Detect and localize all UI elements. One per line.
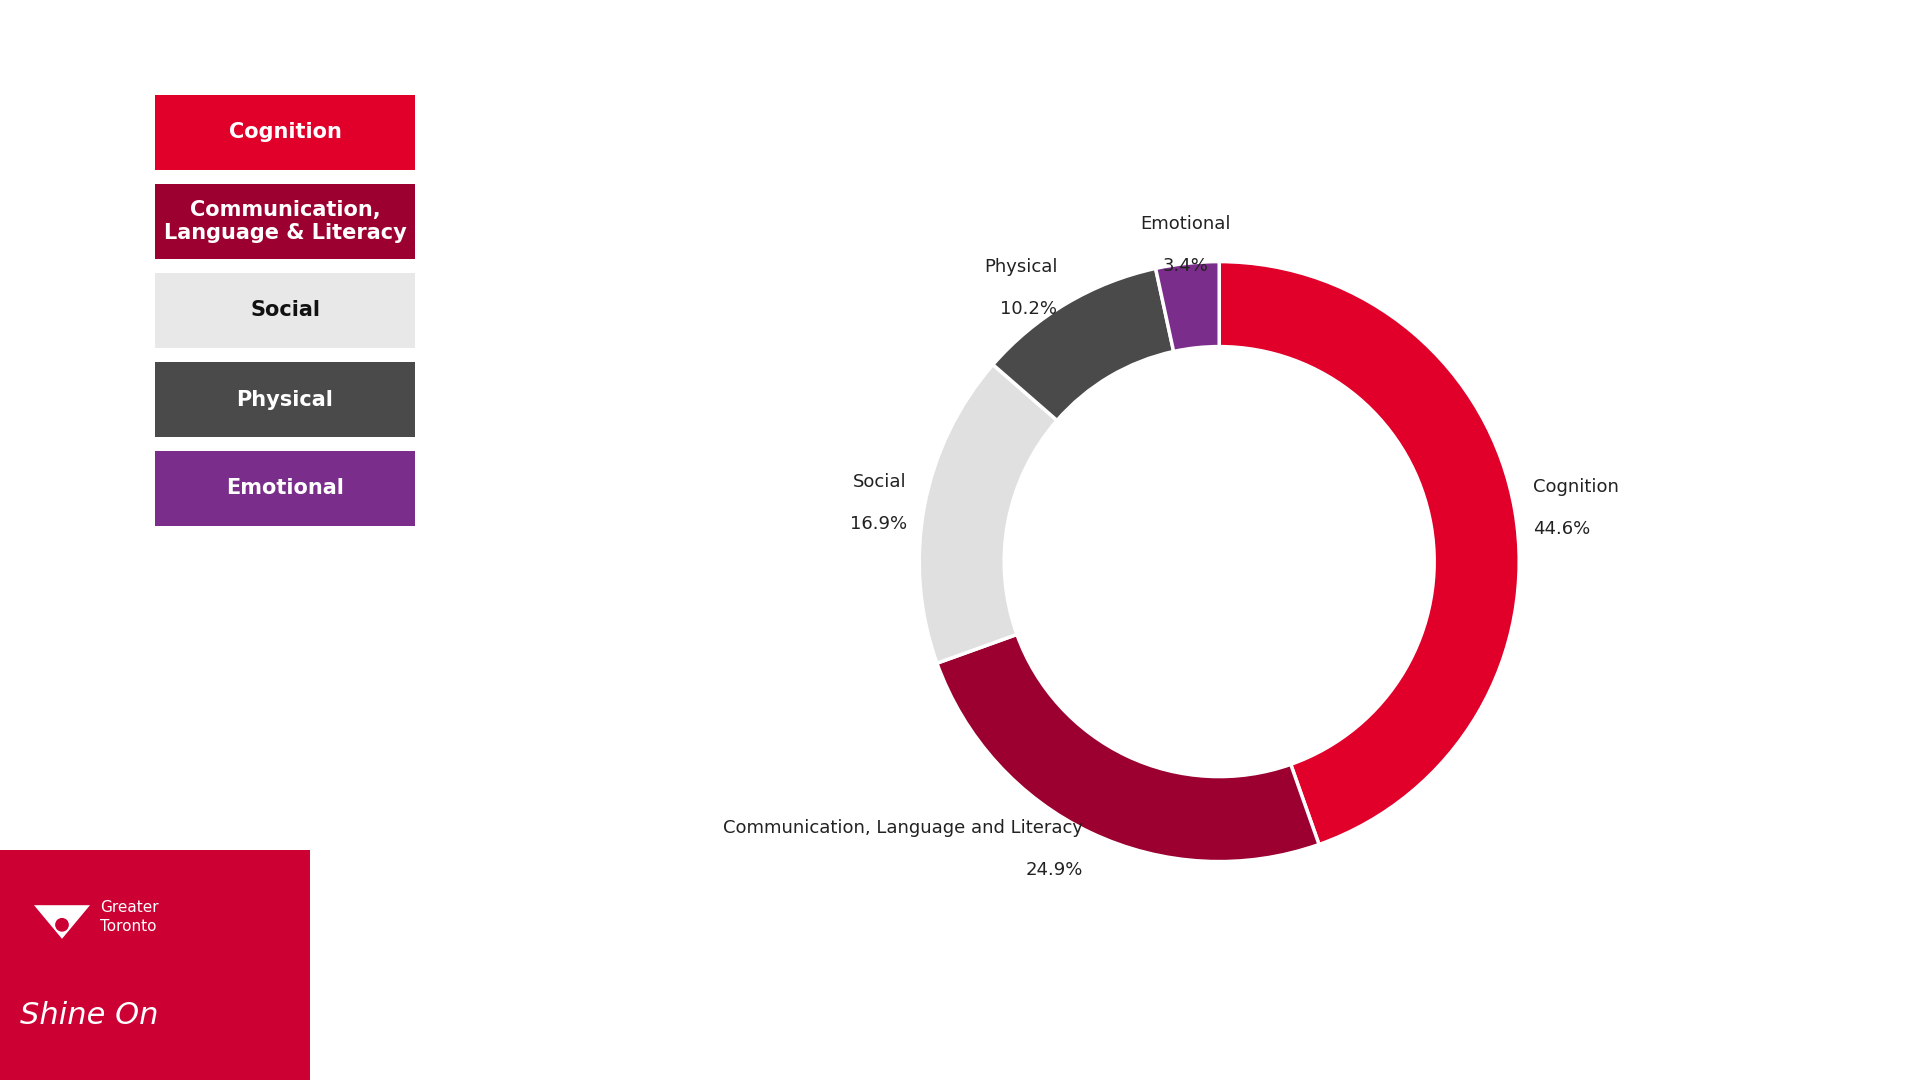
Wedge shape <box>1219 261 1519 845</box>
Wedge shape <box>1156 261 1219 351</box>
Polygon shape <box>35 905 90 939</box>
Wedge shape <box>993 269 1173 420</box>
Text: Communication,
Language & Literacy: Communication, Language & Literacy <box>163 200 407 243</box>
Text: Communication, Language and Literacy: Communication, Language and Literacy <box>724 819 1083 837</box>
Text: 24.9%: 24.9% <box>1025 861 1083 879</box>
Text: Emotional: Emotional <box>227 478 344 499</box>
Text: Social: Social <box>250 300 321 321</box>
Text: Physical: Physical <box>236 390 334 409</box>
FancyBboxPatch shape <box>156 273 415 348</box>
Polygon shape <box>250 850 309 910</box>
Text: Shine On: Shine On <box>19 1000 159 1029</box>
FancyBboxPatch shape <box>156 95 415 170</box>
Text: Cognition: Cognition <box>228 122 342 143</box>
Text: 16.9%: 16.9% <box>849 515 906 534</box>
Text: 10.2%: 10.2% <box>1000 300 1058 318</box>
Circle shape <box>56 919 69 931</box>
Text: Social: Social <box>852 473 906 491</box>
Text: Cognition: Cognition <box>1532 478 1619 496</box>
Text: 44.6%: 44.6% <box>1532 519 1590 538</box>
FancyBboxPatch shape <box>156 362 415 437</box>
Text: Physical: Physical <box>983 258 1058 275</box>
Text: Emotional: Emotional <box>1140 215 1231 233</box>
FancyBboxPatch shape <box>156 184 415 259</box>
Text: 3.4%: 3.4% <box>1162 257 1208 275</box>
Polygon shape <box>0 850 309 1080</box>
FancyBboxPatch shape <box>156 451 415 526</box>
Wedge shape <box>920 365 1058 663</box>
Wedge shape <box>937 634 1319 862</box>
Text: Greater
Toronto: Greater Toronto <box>100 900 159 934</box>
